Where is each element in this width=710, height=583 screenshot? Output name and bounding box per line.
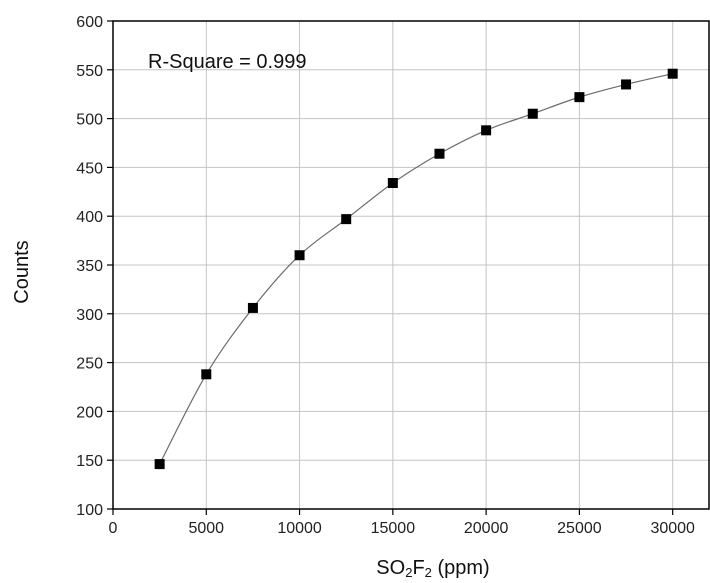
y-tick-label: 300 [76, 307, 103, 324]
r-square-annotation: R-Square = 0.999 [148, 51, 306, 73]
data-markers [154, 68, 678, 470]
data-point [667, 68, 678, 79]
y-tick-label: 550 [76, 63, 103, 80]
x-tick-label: 10000 [277, 520, 322, 537]
x-tick-label: 30000 [650, 520, 695, 537]
data-point [341, 214, 352, 225]
x-axis-title-rest: (ppm) [432, 557, 490, 579]
y-tick-label: 150 [76, 453, 103, 470]
y-tick-label: 100 [76, 502, 103, 519]
data-point [434, 148, 445, 159]
y-tick-label: 600 [76, 14, 103, 31]
y-tick-label: 350 [76, 258, 103, 275]
fit-curve [159, 73, 673, 465]
x-axis-title-sub1: 2 [405, 565, 412, 580]
x-axis-title: SO2F2 (ppm) [376, 557, 489, 580]
y-tick-label: 500 [76, 112, 103, 129]
data-point [387, 178, 398, 189]
grid [113, 21, 710, 509]
y-tick-label: 450 [76, 160, 103, 177]
data-point [574, 92, 585, 103]
y-tick-label: 200 [76, 404, 103, 421]
x-tick-label: 0 [109, 520, 118, 537]
x-axis-title-sub2: 2 [425, 565, 432, 580]
x-tick-label: 15000 [371, 520, 416, 537]
y-tick-label: 400 [76, 209, 103, 226]
x-tick-label: 5000 [188, 520, 224, 537]
data-point [294, 250, 305, 261]
y-tick-label: 250 [76, 356, 103, 373]
y-axis-title: Counts [11, 240, 33, 303]
x-tick-label: 25000 [557, 520, 602, 537]
y-tick-labels: 100 150 200 250 300 350 400 450 500 550 600 [76, 14, 103, 519]
axis-ticks [107, 20, 674, 515]
data-point [201, 369, 212, 380]
data-point [154, 459, 165, 470]
x-axis-title-mid: F [412, 557, 424, 579]
data-point [621, 79, 632, 90]
x-tick-labels: 0 5000 10000 15000 20000 25000 30000 [109, 520, 695, 537]
data-point [527, 108, 538, 119]
x-tick-label: 20000 [464, 520, 509, 537]
data-point [247, 302, 258, 313]
data-point [481, 125, 492, 136]
x-axis-title-base: SO [376, 557, 405, 579]
